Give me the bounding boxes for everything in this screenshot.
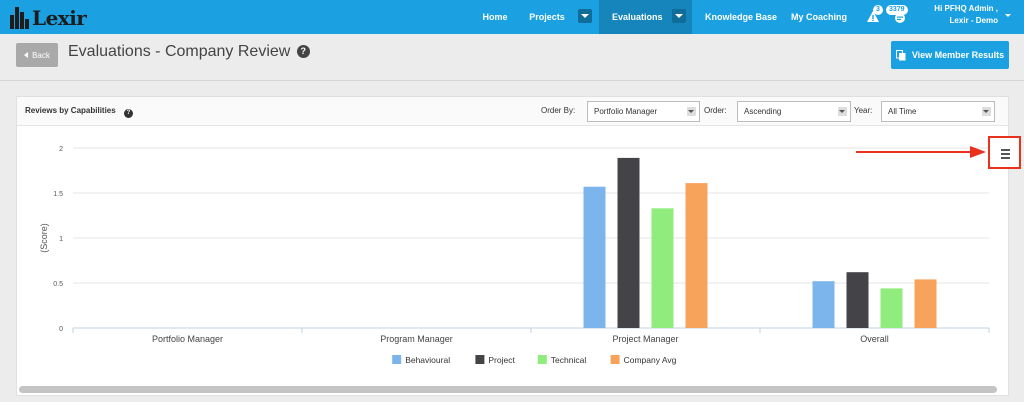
user-dropdown-icon[interactable] bbox=[1005, 14, 1011, 17]
brand-name: Lexir bbox=[32, 6, 87, 30]
year-select[interactable]: All Time bbox=[881, 101, 995, 122]
y-tick-label: 1 bbox=[59, 236, 63, 243]
y-tick-label: 0.5 bbox=[53, 281, 63, 288]
bar-technical-project-manager bbox=[651, 208, 674, 328]
year-value: All Time bbox=[888, 107, 917, 116]
arrow-head bbox=[970, 146, 986, 158]
user-menu[interactable]: Hi PFHQ Admin , Lexir - Demo bbox=[920, 3, 998, 27]
legend-label: Project bbox=[488, 355, 515, 365]
order-by-label: Order By: bbox=[541, 106, 576, 115]
nav-home[interactable]: Home bbox=[482, 12, 508, 22]
legend-label: Behavioural bbox=[405, 355, 450, 365]
bar-project-overall bbox=[846, 272, 869, 328]
view-member-results-label: View Member Results bbox=[911, 50, 1005, 60]
evaluations-dropdown-icon[interactable] bbox=[672, 9, 686, 23]
x-tick-label: Portfolio Manager bbox=[152, 334, 223, 344]
x-tick-label: Overall bbox=[860, 334, 889, 344]
panel-header: Reviews by Capabilities ? Order By: Port… bbox=[17, 97, 1008, 126]
bar-behavioural-overall bbox=[812, 281, 835, 328]
horizontal-scrollbar[interactable] bbox=[19, 386, 997, 393]
y-tick-label: 0 bbox=[59, 326, 63, 333]
back-button[interactable]: Back bbox=[16, 43, 58, 67]
bar-company-avg-project-manager bbox=[685, 183, 708, 328]
nav-evaluations-label: Evaluations bbox=[612, 12, 663, 22]
messages-icon[interactable] bbox=[893, 10, 907, 24]
help-icon[interactable]: ? bbox=[296, 44, 310, 58]
panel-help-icon[interactable]: ? bbox=[123, 108, 133, 118]
user-greeting: Hi PFHQ Admin , bbox=[934, 4, 998, 13]
reviews-panel: Reviews by Capabilities ? Order By: Port… bbox=[16, 96, 1009, 396]
bar-technical-overall bbox=[880, 288, 903, 328]
legend-swatch bbox=[610, 355, 620, 364]
alert-icon[interactable] bbox=[866, 10, 880, 24]
nav-knowledge-base[interactable]: Knowledge Base bbox=[704, 12, 778, 22]
alerts-count-badge: 3 bbox=[873, 5, 883, 15]
view-member-results-button[interactable]: View Member Results bbox=[891, 41, 1009, 69]
year-dropdown-icon bbox=[982, 107, 991, 116]
order-label: Order: bbox=[704, 106, 727, 115]
order-by-dropdown-icon bbox=[687, 107, 696, 116]
nav-projects[interactable]: Projects bbox=[529, 12, 565, 22]
header-divider bbox=[0, 80, 1024, 81]
chart-menu-button[interactable] bbox=[988, 136, 1021, 169]
bar-project-project-manager bbox=[617, 157, 640, 328]
lexir-logo-icon bbox=[10, 7, 30, 29]
bar-company-avg-overall bbox=[914, 279, 937, 328]
legend-label: Company Avg bbox=[624, 355, 677, 365]
projects-dropdown-icon[interactable] bbox=[578, 9, 592, 23]
legend-swatch bbox=[392, 355, 402, 364]
y-tick-label: 2 bbox=[59, 146, 63, 153]
panel-title: Reviews by Capabilities ? bbox=[25, 106, 133, 118]
bar-behavioural-project-manager bbox=[583, 186, 606, 328]
back-button-label: Back bbox=[32, 50, 50, 60]
legend-swatch bbox=[475, 355, 485, 364]
y-tick-label: 1.5 bbox=[53, 191, 63, 198]
user-org: Lexir - Demo bbox=[949, 16, 998, 25]
top-navbar: Lexir Home Projects Evaluations Knowledg… bbox=[0, 0, 1024, 34]
brand-logo[interactable]: Lexir bbox=[10, 5, 87, 30]
document-icon bbox=[895, 49, 906, 60]
capabilities-bar-chart: 0 0.5 1 1.5 2 (Score) Portfolio Manager Program… bbox=[39, 146, 990, 365]
order-select[interactable]: Ascending bbox=[737, 101, 851, 122]
page-title-text: Evaluations - Company Review bbox=[68, 43, 291, 60]
order-by-select[interactable]: Portfolio Manager bbox=[587, 101, 700, 122]
legend-label: Technical bbox=[551, 355, 587, 365]
page-title: Evaluations - Company Review ? bbox=[68, 43, 310, 61]
nav-my-coaching[interactable]: My Coaching bbox=[790, 12, 847, 22]
order-dropdown-icon bbox=[838, 107, 847, 116]
x-tick-label: Program Manager bbox=[380, 334, 453, 344]
order-by-value: Portfolio Manager bbox=[594, 107, 658, 116]
back-arrow-icon bbox=[24, 52, 29, 58]
year-label: Year: bbox=[854, 106, 873, 115]
y-axis-title: (Score) bbox=[39, 223, 49, 253]
legend-swatch bbox=[537, 355, 547, 364]
messages-count-badge: 3379 bbox=[886, 5, 908, 15]
x-tick-label: Project Manager bbox=[612, 334, 678, 344]
order-value: Ascending bbox=[744, 107, 782, 116]
panel-title-text: Reviews by Capabilities bbox=[25, 106, 116, 115]
